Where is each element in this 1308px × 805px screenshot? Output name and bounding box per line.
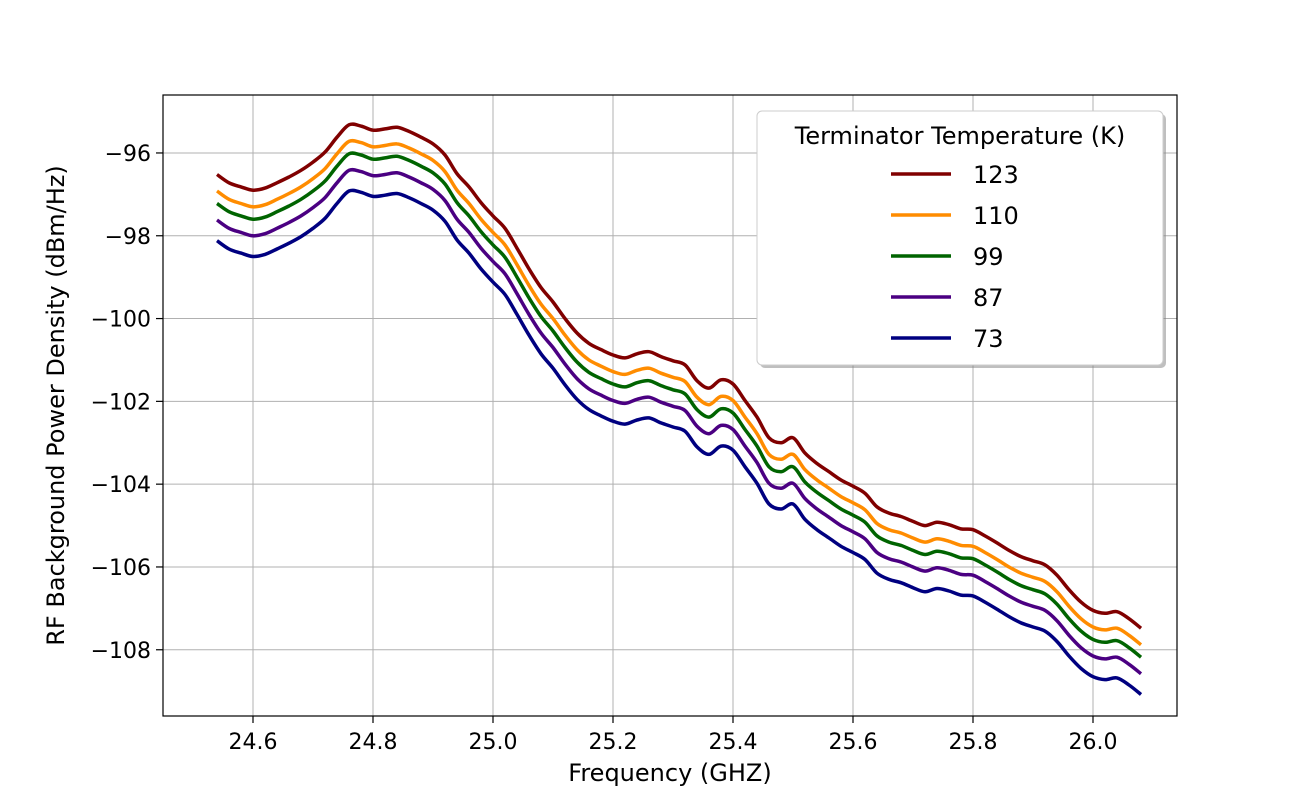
x-tick-label: 25.4 — [709, 730, 758, 755]
plot-area-frame — [162, 94, 1178, 717]
y-axis-ticks: −96 −98 −100 −102 −104 −106 −108 — [91, 142, 163, 664]
legend-label-99: 99 — [973, 243, 1004, 271]
legend-entries: 123 110 99 87 73 — [891, 161, 1019, 353]
series-lines — [215, 122, 1143, 696]
y-tick-label: −106 — [91, 556, 151, 581]
x-tick-label: 25.2 — [589, 730, 638, 755]
series-line-87 — [215, 167, 1143, 676]
y-tick-label: −102 — [91, 390, 151, 415]
x-tick-label: 25.8 — [949, 730, 998, 755]
x-tick-label: 24.6 — [229, 730, 278, 755]
legend-label-110: 110 — [973, 202, 1019, 230]
x-tick-label: 25.6 — [829, 730, 878, 755]
y-tick-label: −104 — [91, 473, 151, 498]
series-line-99 — [216, 151, 1143, 659]
legend-label-123: 123 — [973, 161, 1019, 189]
x-axis-ticks: 24.6 24.8 25.0 25.2 25.4 25.6 25.8 26.0 — [229, 716, 1118, 755]
x-tick-label: 24.8 — [349, 730, 398, 755]
legend-box — [756, 110, 1164, 366]
legend-label-73: 73 — [973, 325, 1004, 353]
x-axis-label: Frequency (GHZ) — [568, 759, 771, 787]
legend: Terminator Temperature (K) 123 110 99 87 73 — [756, 110, 1166, 368]
x-tick-label: 25.0 — [469, 730, 518, 755]
series-line-110 — [215, 138, 1143, 647]
y-axis-label: RF Background Power Density (dBm/Hz) — [42, 165, 70, 646]
y-tick-label: −108 — [91, 639, 151, 664]
x-tick-label: 26.0 — [1069, 730, 1118, 755]
y-tick-label: −98 — [105, 225, 151, 250]
legend-label-87: 87 — [973, 284, 1004, 312]
y-tick-label: −100 — [91, 308, 151, 333]
series-line-123 — [215, 122, 1143, 630]
series-line-73 — [215, 188, 1143, 696]
y-tick-label: −96 — [105, 142, 151, 167]
legend-title: Terminator Temperature (K) — [794, 122, 1125, 150]
